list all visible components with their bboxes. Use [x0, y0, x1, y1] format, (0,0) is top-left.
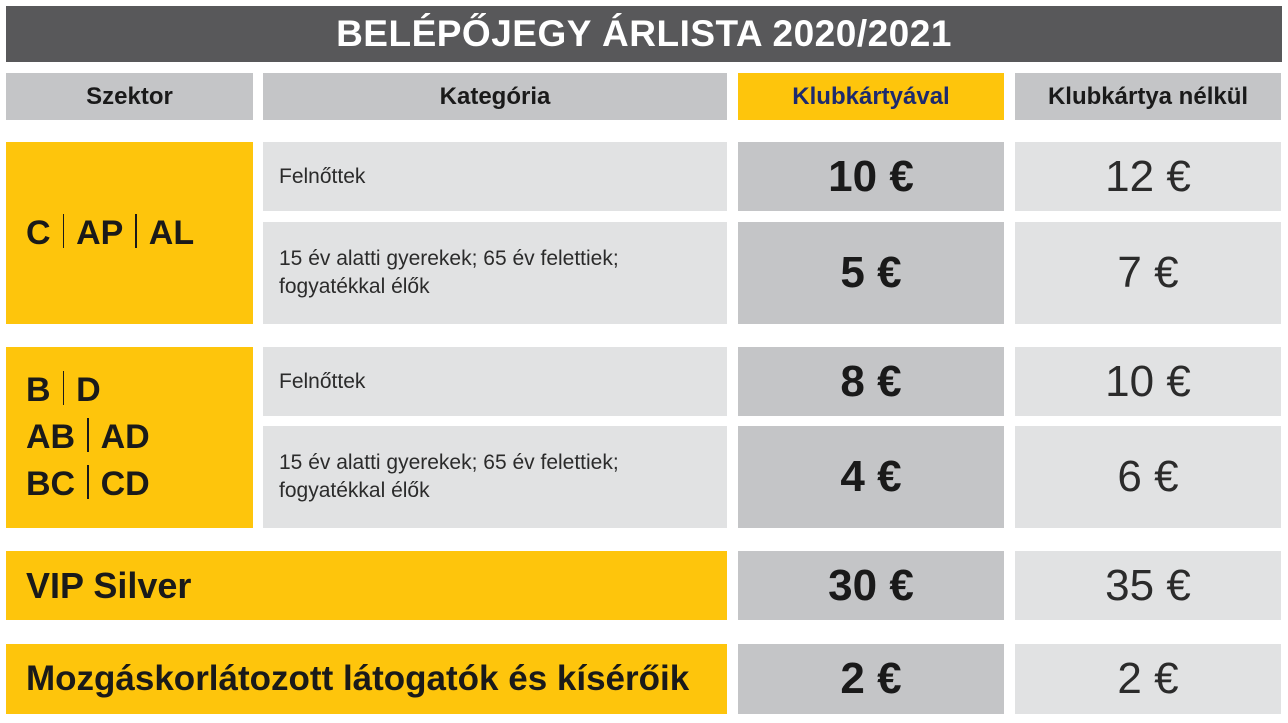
separator [135, 213, 137, 248]
category-cell: 15 év alatti gyerekek; 65 év felettiek; f… [263, 426, 727, 528]
separator [62, 213, 65, 248]
sector-code: C [26, 213, 51, 252]
header-sector: Szektor [6, 73, 253, 120]
price-with-card: 4 € [738, 426, 1004, 528]
price-without-card: 10 € [1015, 347, 1281, 416]
price-with-card: 5 € [738, 222, 1004, 324]
separator [87, 418, 89, 452]
sector-cell-c-ap-al: C AP AL [6, 142, 253, 324]
category-cell: 15 év alatti gyerekek; 65 év felettiek; f… [263, 222, 727, 324]
header-without-card: Klubkártya nélkül [1015, 73, 1281, 120]
sector-code: BC [26, 465, 76, 503]
separator [62, 371, 65, 405]
price-without-card: 6 € [1015, 426, 1281, 528]
special-row-label: Mozgáskorlátozott látogatók és kísérőik [6, 644, 727, 714]
sector-code: AB [26, 418, 76, 456]
category-cell: Felnőttek [263, 142, 727, 211]
page-title: BELÉPŐJEGY ÁRLISTA 2020/2021 [6, 6, 1282, 62]
category-line: 15 év alatti gyerekek; 65 év felettiek; [279, 451, 619, 474]
price-without-card: 12 € [1015, 142, 1281, 211]
sector-code: CD [100, 465, 150, 503]
header-with-card: Klubkártyával [738, 73, 1004, 120]
special-row-label: VIP Silver [6, 551, 727, 620]
price-without-card: 35 € [1015, 551, 1281, 620]
price-with-card: 10 € [738, 142, 1004, 211]
sector-code: B [26, 371, 51, 409]
price-with-card: 30 € [738, 551, 1004, 620]
price-with-card: 8 € [738, 347, 1004, 416]
separator [87, 465, 89, 499]
category-cell: Felnőttek [263, 347, 727, 416]
header-category: Kategória [263, 73, 727, 120]
category-line: fogyatékkal élők [279, 275, 430, 298]
category-line: fogyatékkal élők [279, 479, 430, 502]
price-without-card: 2 € [1015, 644, 1281, 714]
sector-code: D [76, 371, 101, 409]
sector-code: AD [100, 418, 150, 456]
sector-code: AP [76, 213, 124, 252]
price-with-card: 2 € [738, 644, 1004, 714]
category-line: 15 év alatti gyerekek; 65 év felettiek; [279, 247, 619, 270]
sector-code: AL [148, 213, 195, 252]
price-without-card: 7 € [1015, 222, 1281, 324]
